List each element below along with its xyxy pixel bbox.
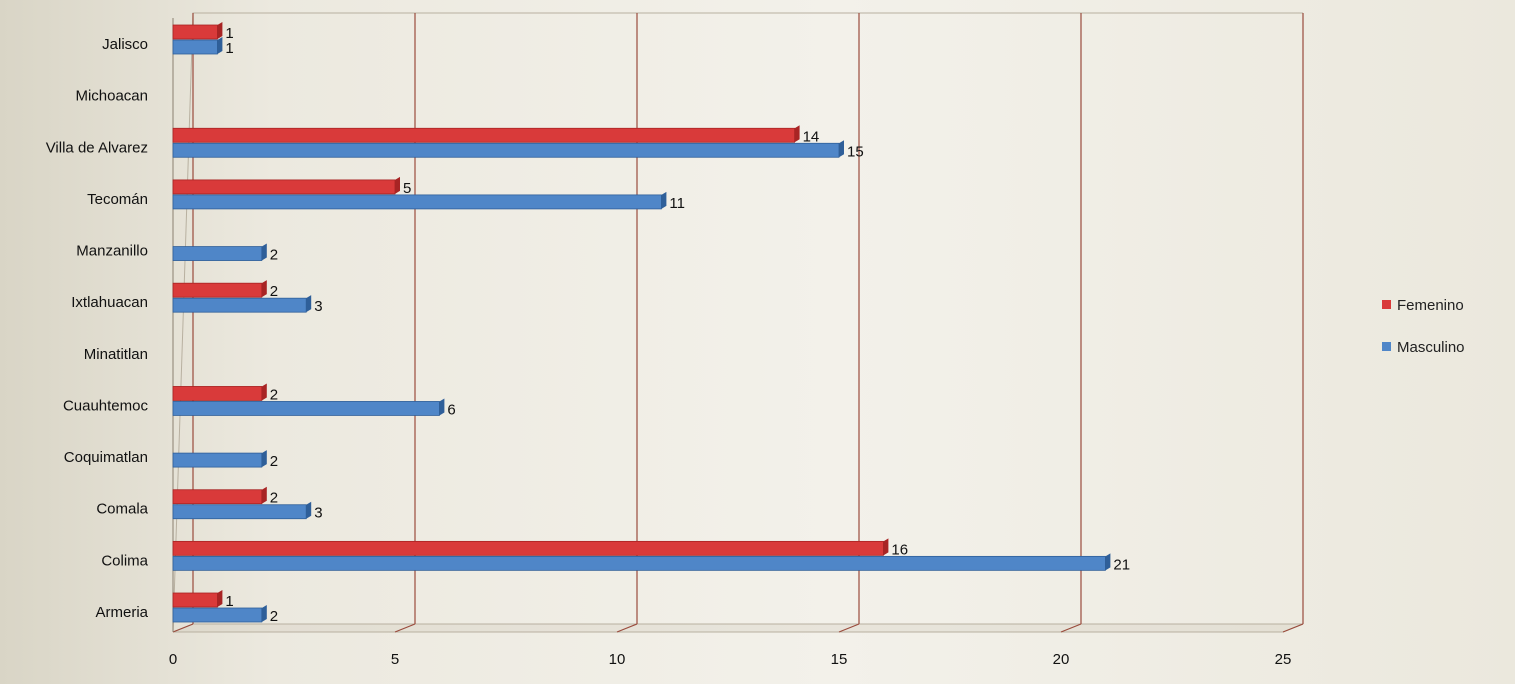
- legend-label: Femenino: [1397, 297, 1464, 314]
- bar-end-cap: [1105, 553, 1111, 571]
- x-gridline-depth: [1060, 623, 1082, 633]
- bar-femenino: [172, 282, 263, 298]
- bar-end-cap: [217, 37, 223, 54]
- y-category-label: Manzanillo: [76, 243, 148, 260]
- x-tick-label: 25: [1275, 651, 1292, 668]
- y-category-label: Villa de Alvarez: [46, 139, 148, 156]
- x-gridline-depth: [616, 623, 638, 633]
- data-label: 15: [847, 143, 864, 160]
- bar-end-cap: [883, 538, 889, 556]
- legend-swatch-masculino: [1382, 342, 1391, 351]
- data-label: 14: [803, 128, 820, 145]
- bar-masculino: [172, 39, 218, 55]
- y-category-label: Ixtlahuacan: [71, 294, 148, 311]
- data-label: 1: [225, 40, 233, 57]
- y-category-label: Cuauhtemoc: [63, 397, 149, 414]
- bar-end-cap: [439, 398, 445, 416]
- bar-end-cap: [261, 605, 267, 622]
- bar-end-cap: [261, 486, 267, 504]
- bar-masculino: [172, 555, 1106, 571]
- y-category-label: Minatitlan: [84, 346, 148, 363]
- bar-femenino: [172, 127, 795, 143]
- x-tick-label: 10: [609, 651, 626, 668]
- data-label: 16: [891, 541, 908, 558]
- data-label: 1: [225, 25, 233, 42]
- back-wall: [172, 12, 1303, 633]
- y-category-label: Tecomán: [87, 191, 148, 208]
- bar-end-cap: [217, 590, 223, 607]
- bar-end-cap: [661, 191, 667, 209]
- bar-end-cap: [261, 383, 267, 401]
- bar-masculino: [172, 401, 440, 416]
- y-category-label: Comala: [96, 501, 148, 518]
- data-label: 3: [314, 505, 322, 522]
- data-label: 2: [270, 283, 278, 300]
- bar-masculino: [172, 297, 307, 313]
- bar-femenino: [172, 24, 218, 40]
- data-label: 2: [270, 453, 278, 470]
- data-label: 2: [270, 386, 278, 403]
- bar-femenino: [172, 592, 218, 608]
- bar-end-cap: [261, 280, 267, 298]
- data-label: 2: [270, 490, 278, 507]
- data-label: 2: [270, 608, 278, 625]
- bar-masculino: [172, 504, 307, 520]
- y-category-label: Colima: [101, 552, 148, 569]
- x-tick-label: 0: [169, 651, 177, 668]
- x-gridline-depth: [394, 623, 416, 633]
- x-gridline-depth: [838, 623, 860, 633]
- bar-end-cap: [395, 176, 400, 194]
- bar-end-cap: [217, 22, 223, 39]
- bar-end-cap: [794, 125, 800, 143]
- bar-femenino: [172, 386, 263, 401]
- bar-femenino: [172, 489, 263, 505]
- x-gridline-depth: [172, 623, 194, 633]
- bar-masculino: [172, 452, 263, 468]
- data-label: 5: [403, 180, 411, 197]
- y-category-label: Jalisco: [102, 36, 148, 53]
- bar-end-cap: [306, 501, 312, 519]
- chart-floor: [172, 623, 1304, 633]
- data-label: 3: [314, 298, 322, 315]
- bar-end-cap: [306, 295, 312, 313]
- y-category-label: Armeria: [95, 604, 148, 621]
- x-tick-label: 15: [831, 651, 848, 668]
- data-label: 1: [225, 593, 233, 610]
- bar-end-cap: [261, 243, 267, 261]
- data-label: 6: [447, 401, 455, 418]
- bar-end-cap: [839, 140, 844, 158]
- x-gridline-depth: [1282, 623, 1304, 633]
- data-label: 21: [1113, 556, 1130, 573]
- x-tick-label: 20: [1053, 651, 1070, 668]
- data-label: 11: [669, 195, 685, 212]
- x-tick-label: 5: [391, 651, 399, 668]
- bar-masculino: [172, 194, 662, 210]
- bar-masculino: [172, 246, 263, 261]
- bar-masculino: [172, 607, 263, 623]
- legend-label: Masculino: [1397, 339, 1465, 356]
- bar-femenino: [172, 179, 396, 195]
- y-category-label: Coquimatlan: [64, 449, 148, 466]
- bar-femenino: [172, 540, 884, 556]
- y-category-label: Michoacan: [75, 88, 148, 105]
- data-label: 2: [270, 247, 278, 264]
- bar-end-cap: [261, 450, 267, 468]
- bar-masculino: [172, 142, 840, 158]
- legend-swatch-femenino: [1382, 300, 1391, 309]
